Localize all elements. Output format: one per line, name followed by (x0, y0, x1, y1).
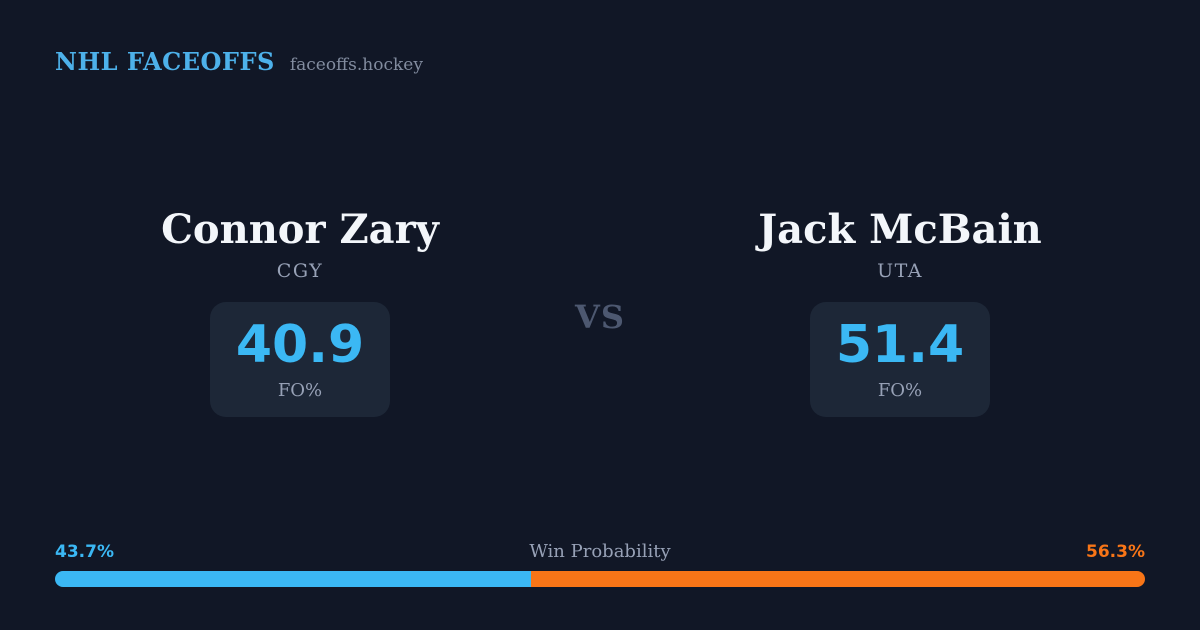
matchup-section: Connor Zary CGY 40.9 FO% VS Jack McBain … (0, 208, 1200, 417)
win-prob-left-pct: 43.7% (55, 542, 114, 562)
player-name: Connor Zary (161, 206, 439, 253)
stat-box: 51.4 FO% (810, 302, 990, 417)
win-probability-section: 43.7% Win Probability 56.3% (55, 541, 1145, 587)
stat-value: 40.9 (235, 314, 365, 375)
win-probability-bar (55, 571, 1145, 587)
stat-label: FO% (877, 379, 923, 401)
player-card-left: Connor Zary CGY 40.9 FO% (110, 208, 490, 417)
site-url: faceoffs.hockey (289, 55, 423, 75)
win-prob-bar-right (531, 571, 1145, 587)
player-name: Jack McBain (758, 206, 1042, 253)
brand-title: NHL FACEOFFS (55, 47, 275, 76)
stat-box: 40.9 FO% (210, 302, 390, 417)
header: NHL FACEOFFS faceoffs.hockey (55, 47, 423, 76)
win-prob-bar-left (55, 571, 532, 587)
player-team: CGY (276, 260, 324, 282)
stat-label: FO% (277, 379, 323, 401)
win-prob-right-pct: 56.3% (1086, 542, 1145, 562)
vs-label: VS (575, 298, 625, 336)
player-card-right: Jack McBain UTA 51.4 FO% (710, 208, 1090, 417)
win-probability-labels: 43.7% Win Probability 56.3% (55, 541, 1145, 562)
player-team: UTA (877, 260, 923, 282)
stat-value: 51.4 (835, 314, 965, 375)
win-probability-title: Win Probability (529, 541, 671, 562)
